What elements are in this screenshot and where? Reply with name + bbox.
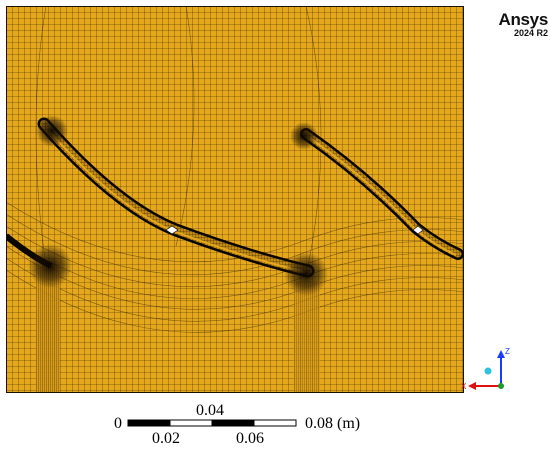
x-axis-label: X (461, 382, 467, 391)
refinement-spot-bottom-right (284, 252, 328, 296)
brand-name: Ansys (498, 10, 548, 29)
scale-label-0-04: 0.04 (196, 402, 224, 419)
scale-segment-1 (128, 420, 170, 426)
refinement-spot-bottom-left (28, 244, 72, 288)
mesh-border (6, 6, 464, 393)
scale-label-0-06: 0.06 (236, 430, 264, 447)
brand-version: 2024 R2 (513, 28, 548, 38)
z-arrow-icon (497, 350, 505, 358)
scale-label-0: 0 (114, 415, 122, 432)
scale-outline (127, 419, 297, 427)
ansys-logo: Ansys 2024 R2 (486, 10, 548, 38)
scale-segment-2 (169, 419, 213, 427)
marker-diamond-left (165, 225, 179, 235)
mesh-display[interactable] (6, 6, 464, 393)
z-axis-label: Z (505, 347, 510, 356)
scale-segment-4 (253, 419, 297, 427)
view-direction-icon (484, 367, 492, 375)
scale-label-0-08: 0.08 (m) (305, 415, 360, 432)
scale-bar: 0 0.04 0.08 (m) 0.02 0.06 (114, 402, 360, 447)
axis-triad[interactable]: Z X (458, 342, 514, 394)
refinement-spot-top-left (36, 115, 68, 147)
mesh-refined-zone-right (294, 281, 320, 393)
marker-diamond-right (412, 225, 424, 235)
x-arrow-icon (468, 382, 476, 390)
origin-icon (498, 383, 504, 389)
blade-right (300, 128, 464, 260)
scale-segment-3 (212, 420, 254, 426)
scale-label-0-02: 0.02 (152, 430, 180, 447)
refinement-spot-top-right (290, 122, 318, 150)
